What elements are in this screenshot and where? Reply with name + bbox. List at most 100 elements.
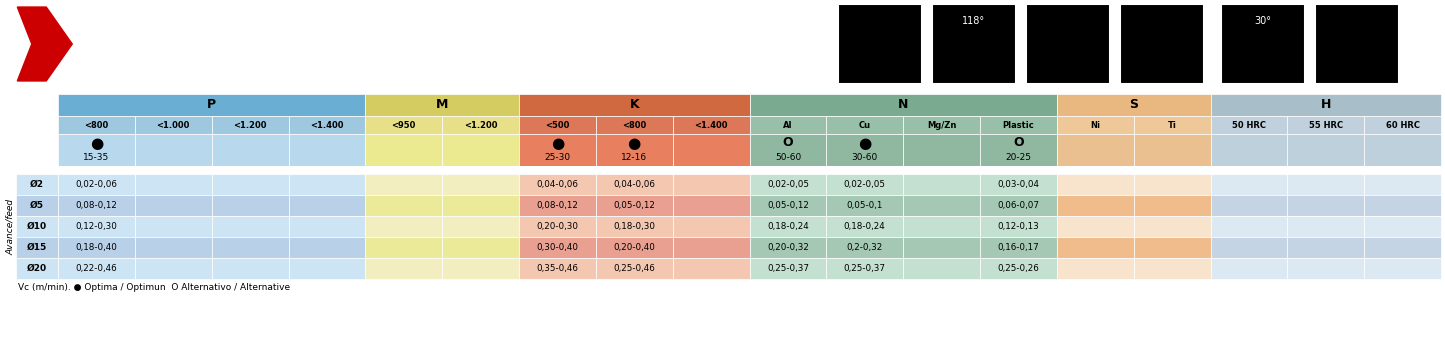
Bar: [1056, 216, 1134, 237]
Bar: [1364, 237, 1441, 258]
Bar: [750, 237, 827, 258]
Bar: [1221, 4, 1305, 84]
Text: 0,08-0,12: 0,08-0,12: [75, 201, 117, 210]
Text: Ni: Ni: [1090, 121, 1100, 130]
Bar: [750, 174, 827, 195]
Bar: [980, 237, 1056, 258]
Bar: [366, 237, 442, 258]
Bar: [16, 237, 58, 258]
Text: 0,18-0,40: 0,18-0,40: [75, 243, 117, 252]
Bar: [1287, 134, 1364, 166]
Text: <500: <500: [545, 121, 569, 130]
Text: 0,06-0,07: 0,06-0,07: [997, 201, 1039, 210]
Bar: [827, 195, 903, 216]
Bar: [289, 134, 366, 166]
Bar: [903, 216, 980, 237]
Bar: [1364, 195, 1441, 216]
Text: 0,25-0,37: 0,25-0,37: [767, 264, 809, 273]
Bar: [673, 258, 750, 279]
Text: 0,04-0,06: 0,04-0,06: [613, 180, 655, 189]
Text: <1.000: <1.000: [156, 121, 189, 130]
Bar: [58, 174, 134, 195]
Text: 0,03-0,04: 0,03-0,04: [997, 180, 1039, 189]
Bar: [595, 195, 673, 216]
Bar: [1134, 258, 1211, 279]
Text: <800: <800: [84, 121, 108, 130]
Bar: [134, 195, 211, 216]
Bar: [1134, 216, 1211, 237]
Text: 0,25-0,46: 0,25-0,46: [613, 264, 655, 273]
Text: 12-16: 12-16: [621, 152, 647, 161]
Text: M: M: [436, 99, 448, 112]
Text: 50 HRC: 50 HRC: [1233, 121, 1266, 130]
Bar: [827, 134, 903, 166]
Bar: [1315, 4, 1399, 84]
Bar: [980, 134, 1056, 166]
Bar: [1287, 216, 1364, 237]
Bar: [903, 237, 980, 258]
Bar: [58, 134, 134, 166]
Text: <1.200: <1.200: [464, 121, 497, 130]
Bar: [442, 116, 519, 134]
Text: 20-25: 20-25: [1006, 152, 1032, 161]
Bar: [289, 195, 366, 216]
Text: 15-35: 15-35: [84, 152, 110, 161]
Text: ●: ●: [627, 135, 642, 151]
Text: K: K: [630, 99, 639, 112]
Bar: [1056, 237, 1134, 258]
Bar: [211, 134, 289, 166]
Text: 0,02-0,06: 0,02-0,06: [75, 180, 117, 189]
Bar: [750, 116, 827, 134]
Text: 25-30: 25-30: [545, 152, 571, 161]
Text: 30-60: 30-60: [851, 152, 879, 161]
Bar: [442, 258, 519, 279]
Bar: [519, 174, 595, 195]
Text: 0,08-0,12: 0,08-0,12: [536, 201, 578, 210]
Text: 50-60: 50-60: [775, 152, 801, 161]
Bar: [16, 195, 58, 216]
Bar: [827, 216, 903, 237]
Bar: [595, 116, 673, 134]
Text: <800: <800: [623, 121, 646, 130]
Bar: [134, 116, 211, 134]
Bar: [1211, 94, 1441, 116]
Bar: [1134, 174, 1211, 195]
Text: 0,20-0,30: 0,20-0,30: [536, 222, 578, 231]
Text: Ti: Ti: [1168, 121, 1176, 130]
Bar: [58, 94, 366, 116]
Bar: [1134, 237, 1211, 258]
Text: 30°: 30°: [1254, 16, 1272, 26]
Text: 0,20-0,40: 0,20-0,40: [613, 243, 655, 252]
Text: 0,35-0,46: 0,35-0,46: [536, 264, 578, 273]
Text: 0,18-0,24: 0,18-0,24: [844, 222, 886, 231]
Text: 0,18-0,24: 0,18-0,24: [767, 222, 809, 231]
Text: <1.400: <1.400: [695, 121, 728, 130]
Text: 118°: 118°: [962, 16, 985, 26]
Bar: [750, 216, 827, 237]
Bar: [595, 216, 673, 237]
Bar: [827, 258, 903, 279]
Bar: [289, 216, 366, 237]
Bar: [1056, 195, 1134, 216]
Bar: [519, 134, 595, 166]
Bar: [1211, 216, 1287, 237]
Bar: [442, 174, 519, 195]
Bar: [903, 258, 980, 279]
Bar: [1364, 174, 1441, 195]
Bar: [1287, 116, 1364, 134]
Bar: [211, 116, 289, 134]
Bar: [134, 237, 211, 258]
Bar: [16, 174, 58, 195]
Bar: [1134, 195, 1211, 216]
Bar: [442, 237, 519, 258]
Text: 0,18-0,30: 0,18-0,30: [613, 222, 655, 231]
Bar: [134, 134, 211, 166]
Bar: [58, 195, 134, 216]
Bar: [519, 116, 595, 134]
Bar: [366, 258, 442, 279]
Bar: [673, 195, 750, 216]
Bar: [211, 195, 289, 216]
Text: <1.400: <1.400: [311, 121, 344, 130]
Bar: [58, 237, 134, 258]
Bar: [1134, 116, 1211, 134]
